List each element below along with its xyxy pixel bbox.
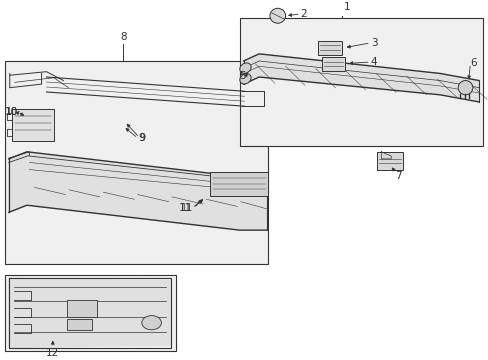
Bar <box>5 275 176 351</box>
Text: 8: 8 <box>120 32 126 42</box>
Bar <box>12 109 54 141</box>
Bar <box>317 41 342 55</box>
Text: 10: 10 <box>4 107 18 117</box>
Polygon shape <box>243 54 478 102</box>
Text: 9: 9 <box>138 133 144 143</box>
Text: 12: 12 <box>46 348 60 357</box>
Polygon shape <box>9 152 266 230</box>
Bar <box>376 152 403 170</box>
Text: 10: 10 <box>6 107 19 117</box>
Text: 9: 9 <box>139 132 145 143</box>
Text: 3: 3 <box>370 38 377 48</box>
Polygon shape <box>9 278 171 348</box>
Circle shape <box>142 316 161 330</box>
Ellipse shape <box>269 8 285 23</box>
Text: 11: 11 <box>181 203 193 213</box>
Bar <box>321 58 345 71</box>
Bar <box>210 172 267 196</box>
Text: 11: 11 <box>179 203 192 213</box>
Bar <box>67 300 97 318</box>
Ellipse shape <box>457 81 472 95</box>
Text: 5: 5 <box>238 71 245 81</box>
Text: 4: 4 <box>370 57 377 67</box>
Text: 2: 2 <box>300 9 307 19</box>
Ellipse shape <box>239 73 251 84</box>
Bar <box>239 18 482 147</box>
Text: 1: 1 <box>343 2 350 12</box>
Bar <box>67 319 92 330</box>
Bar <box>5 61 267 264</box>
Text: 7: 7 <box>394 171 401 181</box>
Text: 6: 6 <box>469 58 476 68</box>
Ellipse shape <box>239 63 251 73</box>
